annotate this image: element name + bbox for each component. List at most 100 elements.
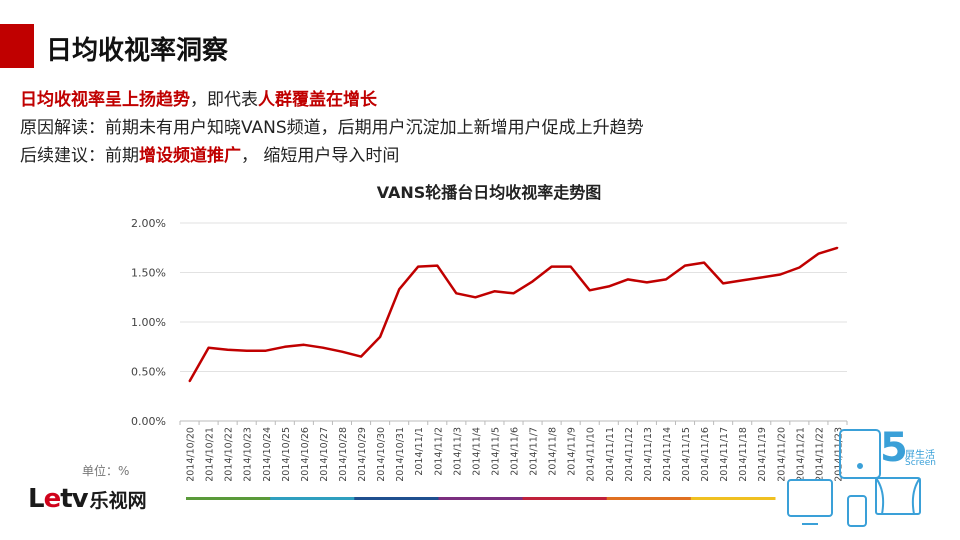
intro-line-3: 后续建议：前期增设频道推广， 缩短用户导入时间 — [20, 142, 644, 170]
intro-text: 日均收视率呈上扬趋势，即代表人群覆盖在增长 原因解读：前期未有用户知晓VANS频… — [20, 86, 644, 170]
color-bar-segment — [606, 497, 692, 500]
data-point — [512, 292, 515, 295]
letv-logo: Letv 乐视网 — [28, 484, 147, 514]
highlight-promotion: 增设频道推广 — [139, 146, 241, 166]
color-bar-segment — [690, 497, 776, 500]
x-tick-label: 2014/10/26 — [300, 427, 311, 482]
data-point — [569, 265, 572, 268]
color-bar-segment — [186, 497, 271, 500]
intro-line-3-end: ， 缩短用户导入时间 — [241, 146, 400, 166]
y-tick-label: 0.50% — [131, 366, 166, 379]
x-tick-label: 2014/10/23 — [243, 427, 254, 482]
color-bar-segment — [270, 497, 355, 500]
intro-line-2: 原因解读：前期未有用户知晓VANS频道，后期用户沉淀加上新增用户促成上升趋势 — [20, 118, 644, 138]
x-tick-label: 2014/11/23 — [833, 427, 844, 482]
x-tick-label: 2014/11/5 — [490, 427, 501, 476]
y-axis-ticks: 0.00% 0.50% 1.00% 1.50% 2.00% — [131, 217, 166, 428]
x-tick-label: 2014/11/20 — [776, 427, 787, 482]
intro-line-1-mid: ，即代表 — [190, 90, 258, 110]
data-point — [607, 285, 610, 288]
x-tick-label: 2014/11/3 — [452, 427, 463, 476]
x-tick-label: 2014/11/10 — [586, 427, 597, 482]
unit-label: 单位：% — [82, 464, 130, 478]
x-tick-label: 2014/11/17 — [719, 427, 730, 482]
x-tick-label: 2014/10/21 — [205, 427, 216, 482]
logo-letter-e: e — [43, 484, 62, 514]
data-point — [531, 280, 534, 283]
x-tick-label: 2014/11/9 — [567, 427, 578, 476]
data-point — [226, 348, 229, 351]
chart-title: VANS轮播台日均收视率走势图 — [377, 183, 602, 202]
x-tick-label: 2014/11/21 — [795, 427, 806, 482]
x-tick-label: 2014/11/4 — [471, 427, 482, 476]
x-tick-label: 2014/11/8 — [548, 427, 559, 476]
x-tick-label: 2014/11/1 — [414, 427, 425, 476]
logo-letters-tv: tv — [60, 484, 88, 514]
data-point — [455, 292, 458, 295]
x-tick-label: 2014/10/29 — [357, 427, 368, 482]
chart-series — [188, 246, 839, 383]
data-point — [360, 355, 362, 358]
data-point — [398, 288, 401, 291]
y-tick-label: 0.00% — [131, 415, 166, 428]
data-point — [588, 289, 591, 292]
x-tick-label: 2014/11/12 — [624, 427, 635, 482]
data-point — [264, 349, 267, 352]
data-point — [474, 296, 477, 299]
color-bar-segment — [522, 497, 608, 500]
data-point — [626, 278, 629, 281]
x-tick-label: 2014/11/19 — [757, 427, 768, 482]
five-screen-number: 5 — [880, 425, 908, 471]
data-point — [665, 278, 667, 281]
data-point — [779, 273, 782, 276]
x-tick-label: 2014/10/25 — [281, 427, 292, 482]
data-point — [817, 252, 820, 255]
data-point — [836, 246, 839, 249]
data-point — [493, 290, 496, 293]
data-point — [379, 335, 381, 338]
data-point — [798, 266, 801, 269]
x-tick-label: 2014/10/24 — [262, 427, 273, 482]
x-tick-label: 2014/11/14 — [662, 427, 673, 482]
logo-chinese: 乐视网 — [89, 490, 147, 512]
chart-grid — [180, 222, 847, 422]
intro-line-1: 日均收视率呈上扬趋势，即代表人群覆盖在增长 — [20, 86, 644, 114]
data-point — [341, 350, 343, 353]
series-line — [188, 246, 838, 383]
x-tick-label: 2014/10/27 — [319, 427, 330, 482]
x-tick-label: 2014/11/6 — [510, 427, 521, 476]
data-point — [722, 282, 725, 285]
data-point — [646, 281, 648, 284]
x-tick-label: 2014/11/11 — [605, 427, 616, 482]
y-tick-label: 1.00% — [131, 316, 166, 329]
five-screen-devices-icon — [787, 429, 921, 527]
highlight-trend: 日均收视率呈上扬趋势 — [20, 90, 190, 110]
color-bar-segment — [354, 497, 439, 500]
x-tick-label: 2014/11/2 — [433, 427, 444, 476]
x-tick-label: 2014/11/16 — [700, 427, 711, 482]
intro-line-3-start: 后续建议：前期 — [20, 146, 139, 166]
data-point — [322, 346, 324, 349]
color-bar-segment — [438, 497, 524, 500]
five-screen-chinese: 屏生活 — [905, 450, 935, 461]
data-point — [245, 349, 248, 352]
data-point — [684, 264, 686, 267]
data-point — [436, 264, 439, 267]
x-tick-label: 2014/10/22 — [224, 427, 235, 482]
logo-letter-l: L — [28, 484, 45, 514]
x-tick-label: 2014/11/18 — [738, 427, 749, 482]
data-point — [760, 276, 763, 279]
data-point — [417, 265, 420, 268]
five-screen-english: Screen — [905, 458, 936, 468]
x-tick-label: 2014/11/7 — [529, 427, 540, 476]
x-tick-label: 2014/11/13 — [643, 427, 654, 482]
data-point — [302, 343, 305, 346]
decorative-color-bar — [186, 497, 776, 500]
title-accent-block — [0, 24, 34, 68]
x-tick-label: 2014/10/31 — [395, 427, 406, 482]
x-tick-label: 2014/10/30 — [376, 427, 387, 482]
page-title: 日均收视率洞察 — [46, 36, 229, 66]
x-tick-label: 2014/10/28 — [338, 427, 349, 482]
x-axis-ticks: 2014/10/20 2014/10/21 2014/10/22 2014/10/23… — [179, 421, 848, 482]
